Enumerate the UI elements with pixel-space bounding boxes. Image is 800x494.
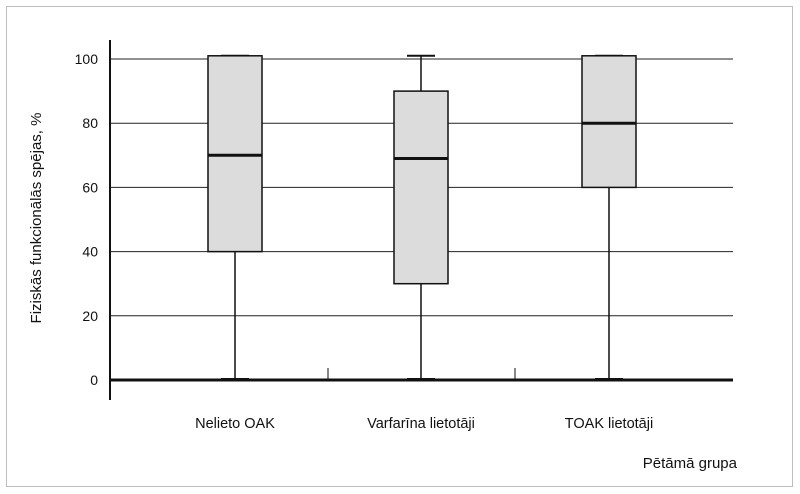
y-tick-label-40: 40 bbox=[82, 244, 98, 260]
x-axis-title: Pētāmā grupa bbox=[643, 455, 738, 472]
y-axis-title: Fiziskās funkcionālās spējas, % bbox=[28, 113, 45, 324]
y-tick-label-0: 0 bbox=[90, 372, 98, 388]
category-label-2: Varfarīna lietotāji bbox=[367, 416, 475, 432]
category-label-1: Nelieto OAK bbox=[195, 416, 275, 432]
y-tick-label-100: 100 bbox=[75, 51, 99, 67]
y-tick-label-60: 60 bbox=[82, 179, 98, 195]
x-category-labels: Nelieto OAK Varfarīna lietotāji TOAK lieto… bbox=[195, 416, 653, 432]
y-tick-label-20: 20 bbox=[82, 308, 98, 324]
box-series bbox=[207, 54, 637, 380]
y-tick-labels: 0 20 40 60 80 100 bbox=[75, 51, 99, 388]
chart-frame bbox=[6, 6, 793, 487]
iqr-box-2 bbox=[393, 90, 449, 285]
iqr-box-3 bbox=[581, 55, 637, 189]
category-label-3: TOAK lietotāji bbox=[565, 416, 653, 432]
iqr-box-1 bbox=[207, 55, 263, 253]
y-tick-label-80: 80 bbox=[82, 115, 98, 131]
